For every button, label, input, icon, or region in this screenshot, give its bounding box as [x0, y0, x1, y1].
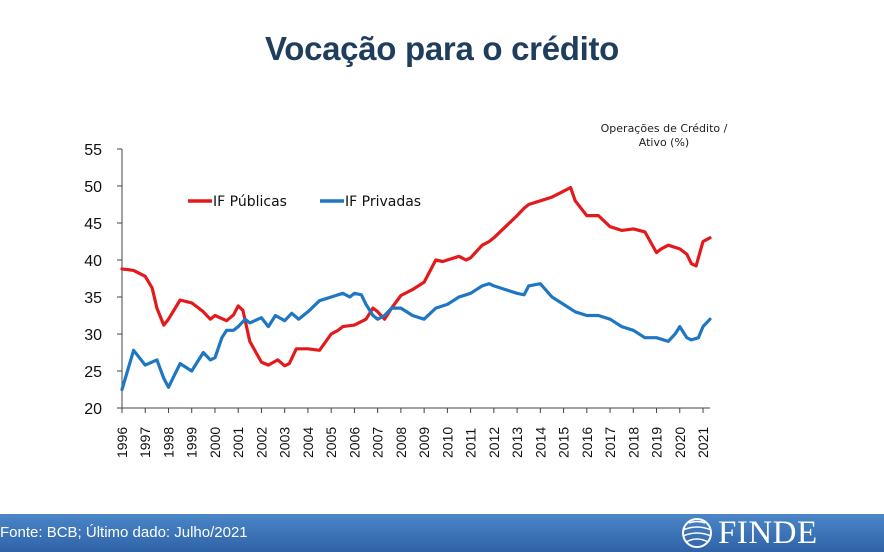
x-tick-label: 2020 [672, 427, 688, 458]
globe-icon [682, 518, 712, 548]
footer-bar [0, 514, 884, 552]
x-tick-label: 2005 [323, 427, 339, 458]
y-tick-label: 55 [84, 142, 102, 159]
y-tick-label: 20 [84, 401, 102, 418]
x-tick-label: 1998 [160, 427, 176, 458]
x-tick-label: 2021 [695, 427, 711, 458]
x-tick-label: 1999 [184, 427, 200, 458]
unit-note-line1: Operações de Crédito / [600, 122, 728, 135]
y-tick-label: 25 [84, 364, 102, 381]
unit-note-line2: Ativo (%) [638, 136, 690, 149]
series-line-if-privadas [120, 282, 712, 392]
x-tick-label: 2004 [300, 427, 316, 458]
legend-label: IF Privadas [345, 194, 421, 210]
x-tick-label: 2012 [486, 427, 502, 458]
series-line-if-publicas [120, 185, 712, 368]
x-tick-label: 2007 [370, 427, 386, 458]
y-tick-label: 40 [84, 253, 102, 270]
logo-text: FINDE [718, 514, 818, 551]
y-tick-label: 30 [84, 327, 102, 344]
x-tick-label: 2003 [277, 427, 293, 458]
x-tick-label: 2002 [253, 427, 269, 458]
x-tick-label: 2018 [625, 427, 641, 458]
page-title: Vocação para o crédito [264, 30, 620, 67]
x-tick-label: 2014 [532, 427, 548, 458]
y-tick-label: 45 [84, 216, 102, 233]
y-axis: 20 25 30 35 40 45 50 55 [84, 142, 123, 418]
credit-ratio-line-chart: 20 25 30 35 40 45 50 55 1996 1997 1998 1999 2000 200… [84, 142, 712, 458]
legend-label: IF Públicas [213, 194, 287, 210]
x-tick-label: 2016 [579, 427, 595, 458]
y-tick-label: 50 [84, 179, 102, 196]
x-tick-label: 1997 [137, 427, 153, 458]
x-tick-label: 2011 [463, 428, 479, 458]
footer-source: Fonte: BCB; Último dado: Julho/2021 [0, 524, 248, 541]
x-tick-label: 2013 [509, 427, 525, 458]
x-tick-label: 2006 [346, 427, 362, 458]
series-lines [120, 185, 712, 392]
unit-note: Operações de Crédito / Ativo (%) [560, 122, 768, 150]
x-tick-label: 2008 [393, 427, 409, 458]
x-tick-label: 2019 [649, 427, 665, 458]
x-axis: 1996 1997 1998 1999 2000 2001 2002 2003 2004 2005… [114, 407, 711, 458]
finde-logo: FINDE [680, 514, 818, 551]
x-tick-label: 2015 [556, 427, 572, 458]
x-tick-label: 1996 [114, 427, 130, 458]
y-tick-label: 35 [84, 290, 102, 307]
legend: IF Públicas IF Privadas [188, 194, 421, 210]
x-tick-label: 2000 [207, 427, 223, 458]
x-tick-label: 2001 [230, 427, 246, 458]
x-tick-label: 2017 [602, 427, 618, 458]
x-tick-label: 2009 [416, 427, 432, 458]
x-tick-label: 2010 [439, 427, 455, 458]
